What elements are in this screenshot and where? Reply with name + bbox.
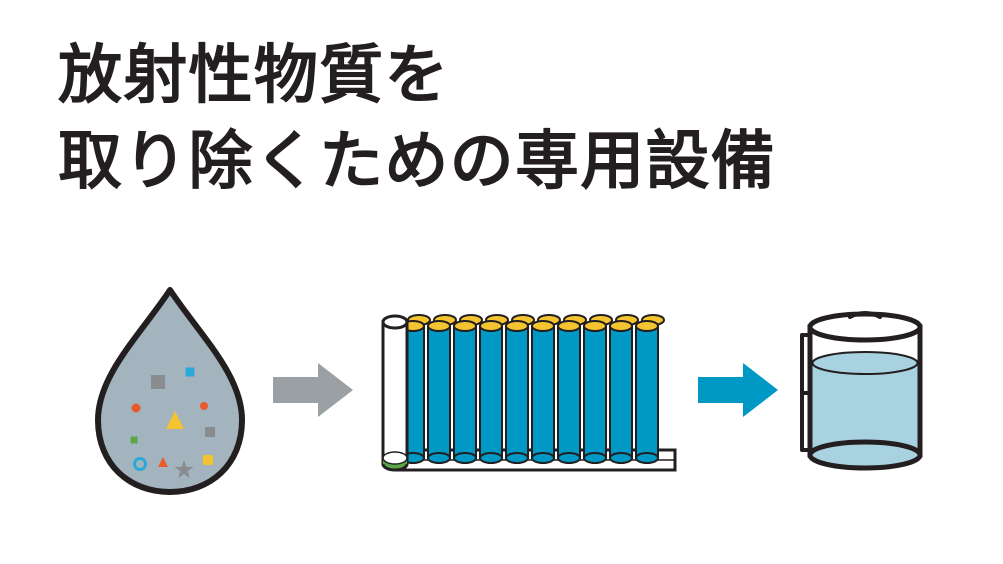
- droplet-icon: [80, 280, 260, 500]
- stage-storage-tank: [790, 305, 940, 475]
- title-line-1: 放射性物質を: [58, 32, 776, 118]
- stage-filter-equipment: [365, 300, 685, 480]
- arrow-2: [693, 355, 783, 425]
- filter-cylinders-icon: [365, 300, 685, 480]
- arrow-1: [268, 355, 358, 425]
- title-line-2: 取り除くための専用設備: [58, 118, 776, 204]
- title: 放射性物質を 取り除くための専用設備: [58, 32, 776, 205]
- arrow-icon: [693, 355, 783, 425]
- tank-icon: [790, 305, 940, 475]
- process-diagram: [80, 270, 940, 510]
- stage-contaminated-droplet: [80, 280, 260, 500]
- arrow-icon: [268, 355, 358, 425]
